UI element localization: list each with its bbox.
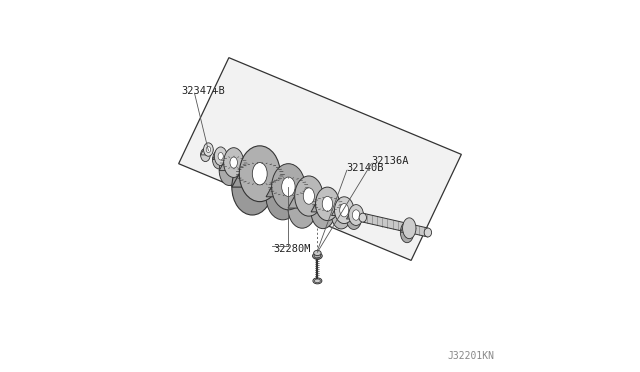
Polygon shape [232,174,280,187]
Polygon shape [212,156,227,160]
Ellipse shape [282,177,295,196]
Polygon shape [401,228,416,232]
Ellipse shape [266,174,300,220]
Polygon shape [332,210,354,215]
Ellipse shape [313,278,322,284]
Ellipse shape [349,205,364,225]
Ellipse shape [204,143,213,156]
Polygon shape [266,187,305,197]
Ellipse shape [359,213,367,222]
Ellipse shape [230,157,237,168]
Text: 32347+B: 32347+B [182,86,225,96]
Ellipse shape [316,187,339,221]
Ellipse shape [346,209,362,230]
Ellipse shape [322,196,333,211]
Ellipse shape [312,253,322,259]
Ellipse shape [294,176,323,216]
Ellipse shape [303,188,314,204]
Polygon shape [363,213,428,237]
Polygon shape [346,215,364,219]
Text: 32140B: 32140B [347,163,384,173]
Ellipse shape [219,156,239,186]
Text: J32201KN: J32201KN [448,351,495,361]
Ellipse shape [340,203,349,217]
Ellipse shape [424,228,431,237]
Ellipse shape [332,202,351,229]
Ellipse shape [214,147,227,166]
Ellipse shape [223,148,244,177]
Ellipse shape [212,150,225,169]
Ellipse shape [252,163,267,185]
Ellipse shape [353,210,360,220]
Polygon shape [200,150,213,155]
Polygon shape [219,163,244,171]
Polygon shape [179,58,461,260]
Ellipse shape [239,146,280,202]
Ellipse shape [401,222,413,243]
Polygon shape [311,204,339,212]
Ellipse shape [403,218,416,239]
Ellipse shape [218,153,223,160]
Text: 32136A: 32136A [371,156,409,166]
Ellipse shape [311,195,335,229]
Ellipse shape [271,164,305,210]
Polygon shape [288,196,323,208]
Ellipse shape [288,188,316,228]
Ellipse shape [335,197,354,224]
Ellipse shape [206,147,211,153]
Ellipse shape [232,159,273,215]
Ellipse shape [200,148,211,161]
Ellipse shape [314,250,321,256]
Text: 32280M: 32280M [273,244,311,254]
